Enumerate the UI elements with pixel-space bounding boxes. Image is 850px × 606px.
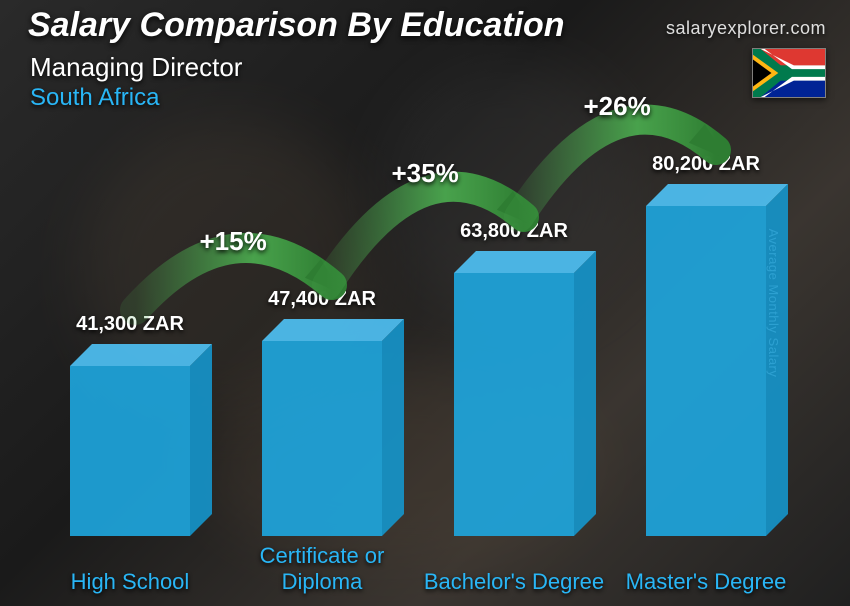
bar-label: Master's Degree xyxy=(611,569,801,594)
bar-value: 41,300 ZAR xyxy=(40,313,220,336)
chart-title: Salary Comparison By Education xyxy=(28,6,565,45)
bar-value: 63,800 ZAR xyxy=(424,220,604,243)
increase-percent-label: +26% xyxy=(584,91,651,122)
south-africa-flag-icon xyxy=(752,48,826,98)
bar-1: 47,400 ZAR xyxy=(262,341,382,536)
increase-percent-label: +15% xyxy=(200,226,267,257)
bar-label: Bachelor's Degree xyxy=(419,569,609,594)
bar-3: 80,200 ZAR xyxy=(646,206,766,536)
bar-0: 41,300 ZAR xyxy=(70,366,190,536)
infographic-canvas: Salary Comparison By Education Managing … xyxy=(0,0,850,606)
bar-value: 80,200 ZAR xyxy=(616,153,796,176)
bar-label: Certificate or Diploma xyxy=(227,543,417,594)
chart-country: South Africa xyxy=(30,84,159,112)
bar-2: 63,800 ZAR xyxy=(454,273,574,536)
bar-label: High School xyxy=(35,569,225,594)
increase-percent-label: +35% xyxy=(392,158,459,189)
chart-subtitle: Managing Director xyxy=(30,52,242,83)
bar-chart: 41,300 ZARHigh School47,400 ZARCertifica… xyxy=(40,116,810,536)
bar-value: 47,400 ZAR xyxy=(232,288,412,311)
source-watermark: salaryexplorer.com xyxy=(666,18,826,39)
